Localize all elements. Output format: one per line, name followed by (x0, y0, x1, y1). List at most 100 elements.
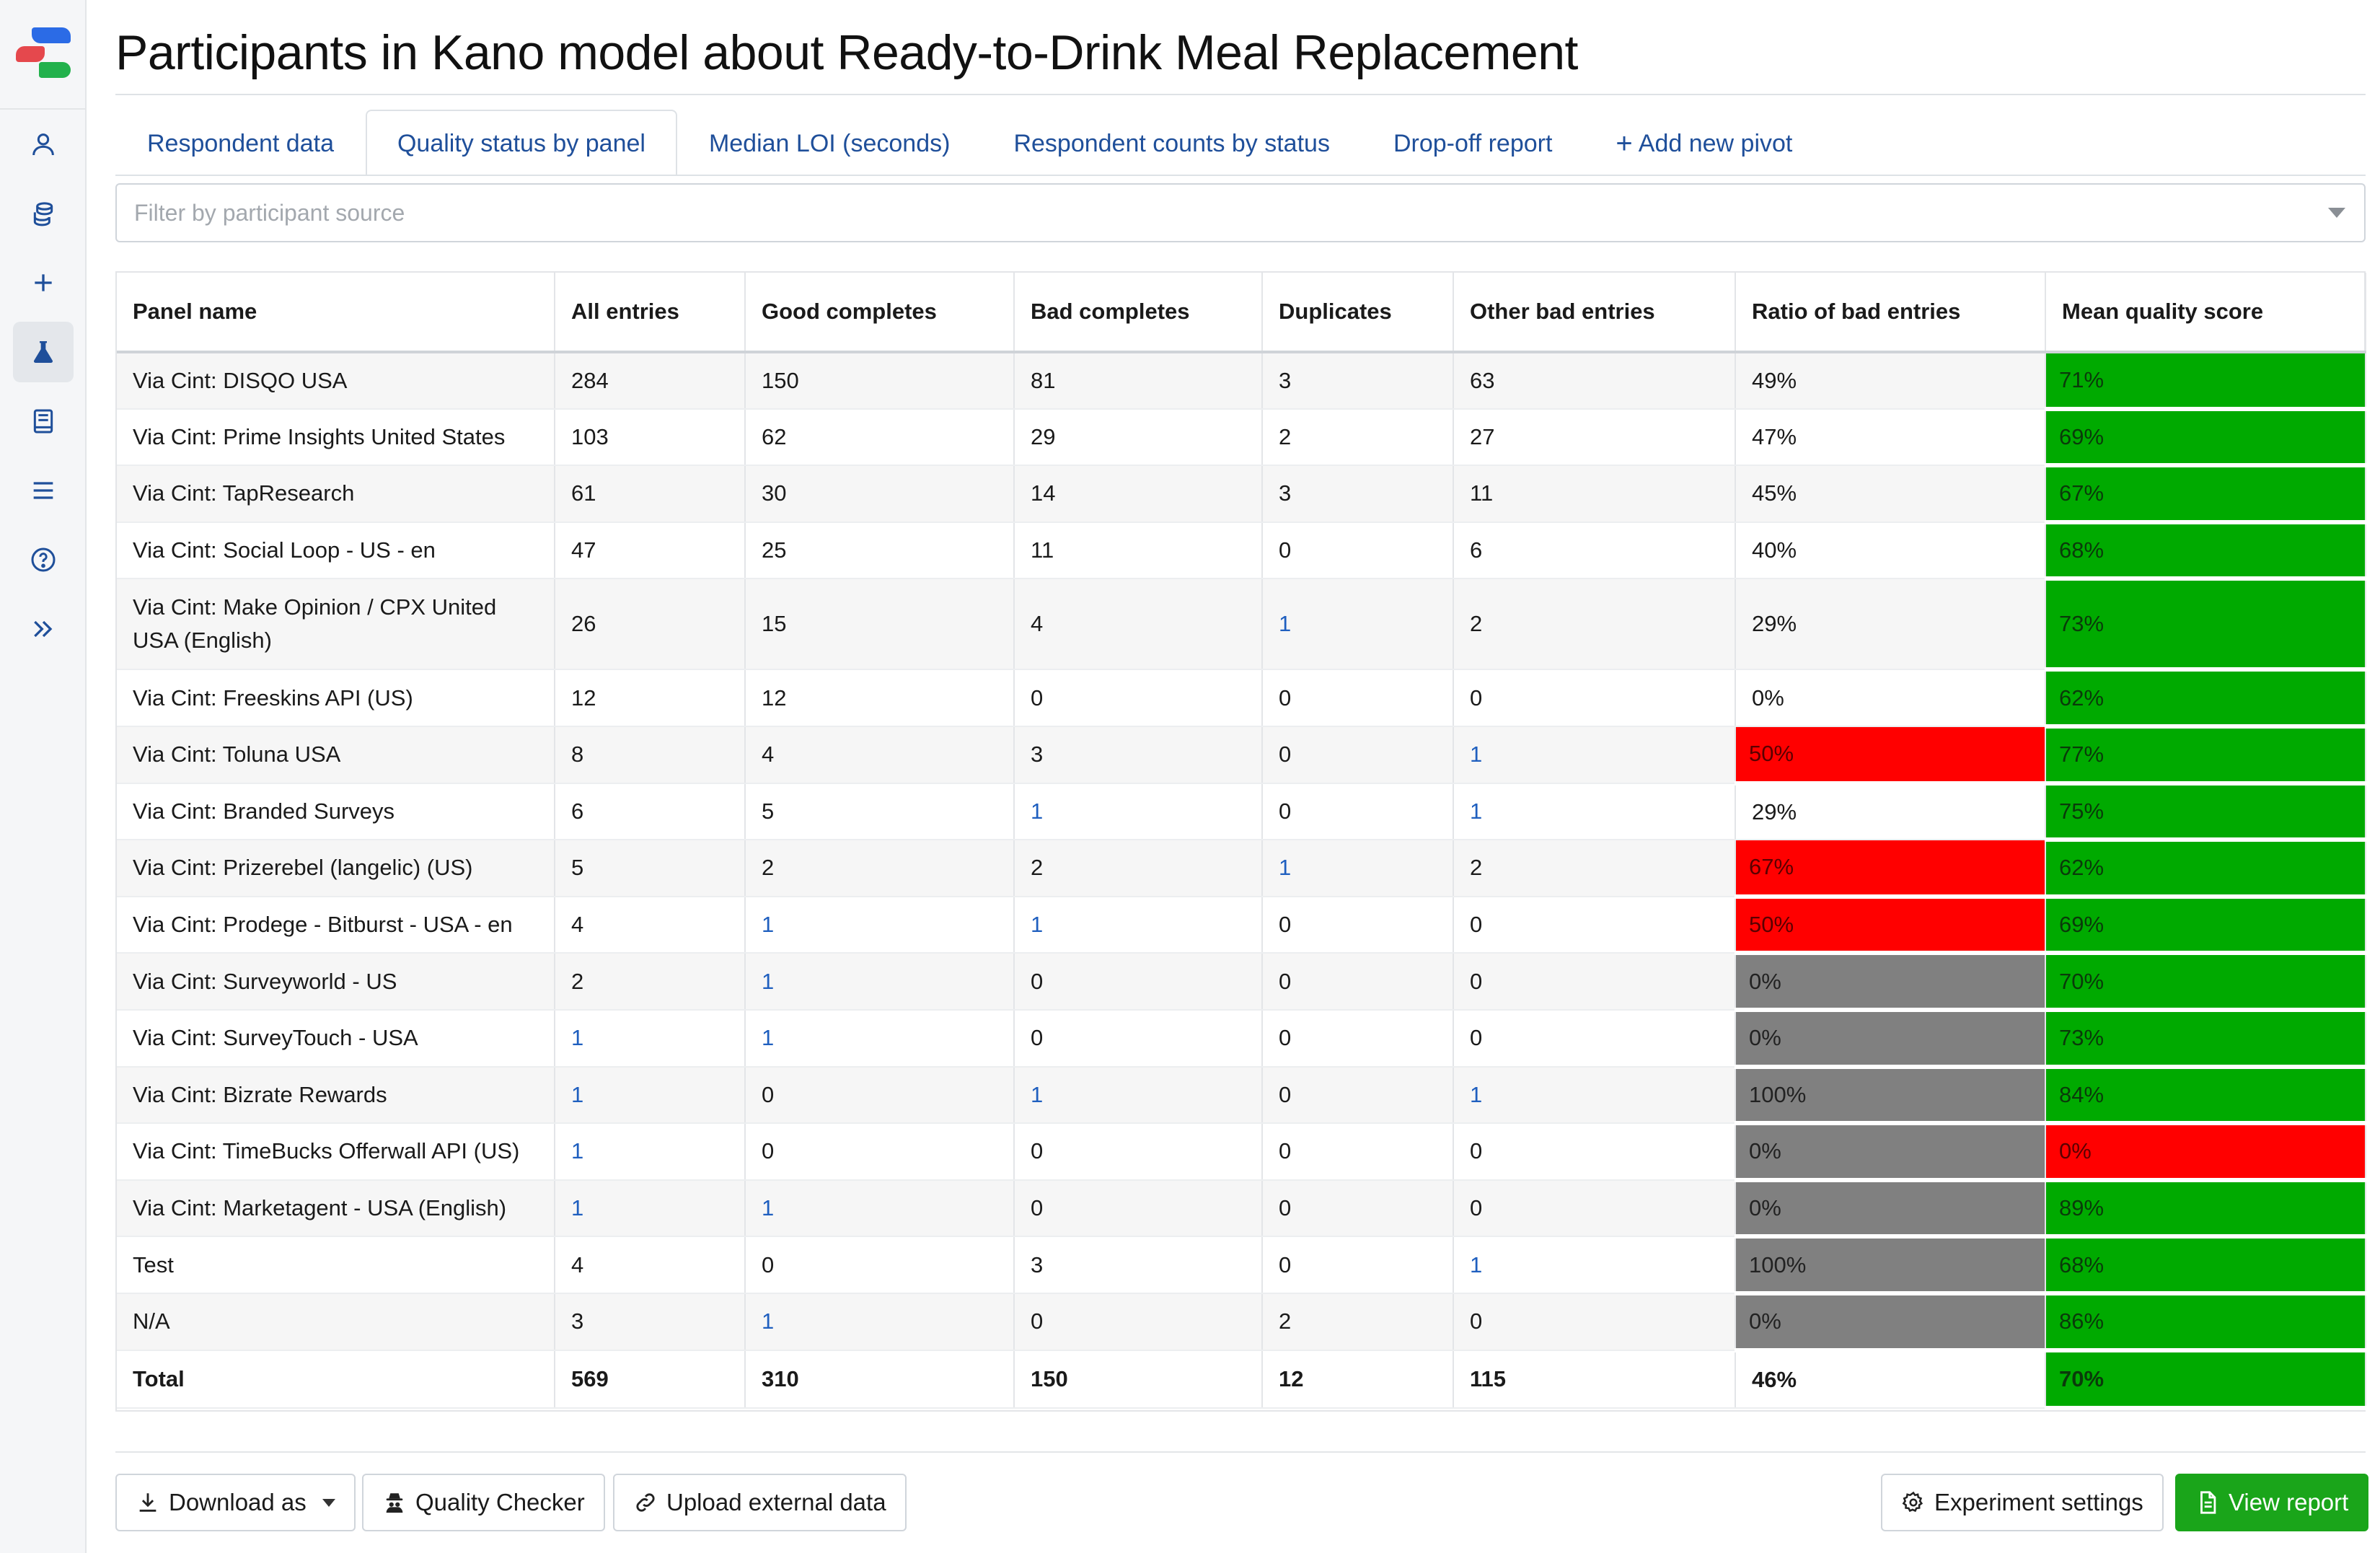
tab-respondent-counts[interactable]: Respondent counts by status (1013, 129, 1330, 157)
table-cell[interactable]: 1 (555, 1066, 746, 1125)
table-row: Via Cint: SurveyTouch - USA 1 1 0 0 0 0% 73% (117, 1009, 2366, 1069)
table-cell[interactable]: 1 (1453, 1236, 1736, 1294)
gear-icon (1902, 1491, 1923, 1513)
table-cell[interactable]: 1 (1453, 783, 1736, 841)
table-cell[interactable]: 1 (745, 896, 1015, 954)
panel-name-cell: Via Cint: Freeskins API (US) (117, 669, 555, 727)
table-cell: 0 (1014, 1009, 1263, 1068)
panel-name-cell: Via Cint: TapResearch (117, 465, 555, 523)
col-other-bad[interactable]: Other bad entries (1453, 273, 1736, 353)
table-cell: 29% (1735, 783, 2046, 841)
table-cell: 2 (1453, 578, 1736, 671)
tab-respondent-data[interactable]: Respondent data (147, 129, 334, 157)
download-as-label: Download as (169, 1489, 307, 1515)
panel-name-cell: Via Cint: Prodege - Bitburst - USA - en (117, 896, 555, 954)
table-cell: 0 (1262, 669, 1454, 727)
table-cell: 100% (1735, 1236, 2046, 1295)
table-cell[interactable]: 1 (745, 1293, 1015, 1351)
table-cell[interactable]: 1 (1014, 783, 1263, 841)
table-cell[interactable]: 1 (1262, 578, 1454, 671)
table-cell: 4 (1014, 578, 1263, 671)
table-cell: 0 (1453, 669, 1736, 727)
sidebar-item-data[interactable] (13, 183, 74, 244)
col-duplicates[interactable]: Duplicates (1262, 273, 1454, 353)
quality-table: Panel name All entries Good completes Ba… (115, 271, 2366, 1412)
col-ratio-bad[interactable]: Ratio of bad entries (1735, 273, 2046, 353)
table-cell[interactable]: 1 (1014, 896, 1263, 954)
title-divider (115, 94, 2366, 95)
table-cell: 0 (1453, 896, 1736, 954)
table-cell: 100% (1735, 1066, 2046, 1126)
document-icon (2200, 1491, 2216, 1514)
table-row: Via Cint: Branded Surveys 6 5 1 0 1 29% 75% (117, 783, 2366, 843)
table-cell[interactable]: 1 (555, 1009, 746, 1068)
table-row: Via Cint: DISQO USA 284 150 81 3 63 49% 71% (117, 352, 2366, 411)
table-cell: 4 (555, 1236, 746, 1294)
col-good-completes[interactable]: Good completes (745, 273, 1015, 353)
sidebar-item-add[interactable] (13, 252, 74, 313)
sidebar-item-help[interactable] (13, 529, 74, 590)
col-mean-quality[interactable]: Mean quality score (2045, 273, 2366, 353)
filter-input[interactable] (134, 199, 2298, 226)
table-cell: 4 (555, 896, 746, 954)
experiment-settings-button[interactable]: Experiment settings (1881, 1474, 2164, 1531)
table-cell: 150 (745, 352, 1015, 410)
table-row: Via Cint: Marketagent - USA (English) 1 1 0… (117, 1179, 2366, 1239)
table-cell[interactable]: 1 (555, 1123, 746, 1181)
table-cell[interactable]: 1 (555, 1179, 746, 1238)
table-cell[interactable]: 1 (1453, 726, 1736, 784)
sidebar-item-list[interactable] (13, 460, 74, 521)
table-cell: 30 (745, 465, 1015, 523)
table-row: Via Cint: Prime Insights United States 10… (117, 408, 2366, 468)
table-cell: 3 (1014, 726, 1263, 784)
table-row: Via Cint: Freeskins API (US) 12 12 0 0 0 0% 62% (117, 669, 2366, 729)
table-row: Via Cint: Make Opinion / CPX United USA … (117, 578, 2366, 672)
table-cell: 0 (745, 1236, 1015, 1294)
tab-quality-status[interactable]: Quality status by panel (365, 110, 677, 177)
sidebar-item-participants[interactable] (13, 114, 74, 175)
table-cell: 2 (1262, 408, 1454, 467)
upload-external-data-button[interactable]: Upload external data (613, 1474, 907, 1531)
table-row: Via Cint: Prodege - Bitburst - USA - en 4… (117, 896, 2366, 956)
table-cell[interactable]: 1 (745, 953, 1015, 1011)
sidebar-item-expand[interactable] (13, 599, 74, 659)
table-cell[interactable]: 1 (1453, 1066, 1736, 1125)
app-logo[interactable] (13, 22, 74, 79)
participant-source-filter[interactable] (115, 183, 2366, 242)
table-cell[interactable]: 1 (1262, 840, 1454, 897)
table-cell: 0 (1014, 1123, 1263, 1181)
table-cell: 62% (2045, 669, 2366, 729)
download-icon (139, 1493, 157, 1512)
tab-add-pivot-label: Add new pivot (1638, 129, 1793, 157)
table-cell: 70% (2045, 953, 2366, 1012)
table-cell[interactable]: 1 (1014, 1066, 1263, 1125)
table-cell: 62% (2045, 840, 2366, 899)
quality-checker-button[interactable]: Quality Checker (362, 1474, 605, 1531)
table-cell: 61 (555, 465, 746, 523)
page-title: Participants in Kano model about Ready-t… (115, 25, 1578, 80)
tab-drop-off[interactable]: Drop-off report (1393, 129, 1553, 157)
download-as-button[interactable]: Download as (115, 1474, 356, 1531)
table-cell: 0 (1453, 1009, 1736, 1068)
view-report-button[interactable]: View report (2175, 1474, 2369, 1531)
chevron-down-icon[interactable] (2328, 208, 2345, 218)
table-cell: 81 (1014, 352, 1263, 410)
sidebar-item-experiments[interactable] (13, 322, 74, 382)
table-cell: 0% (1735, 953, 2046, 1012)
table-cell: 89% (2045, 1179, 2366, 1239)
table-cell: 0% (1735, 1293, 2046, 1352)
col-bad-completes[interactable]: Bad completes (1014, 273, 1263, 353)
col-panel-name[interactable]: Panel name (117, 273, 555, 353)
tab-median-loi[interactable]: Median LOI (seconds) (708, 129, 951, 157)
table-cell[interactable]: 1 (745, 1179, 1015, 1238)
table-header-row: Panel name All entries Good completes Ba… (117, 273, 2366, 353)
sidebar-item-docs[interactable] (13, 391, 74, 452)
col-all-entries[interactable]: All entries (555, 273, 746, 353)
tab-add-pivot[interactable]: + Add new pivot (1584, 110, 1824, 176)
table-cell: 47% (1735, 408, 2046, 467)
table-cell: 0% (1735, 1179, 2046, 1239)
table-cell: 67% (1735, 840, 2046, 899)
table-cell[interactable]: 1 (745, 1009, 1015, 1068)
table-cell: 2 (1453, 840, 1736, 897)
total-good-completes: 310 (745, 1350, 1015, 1409)
